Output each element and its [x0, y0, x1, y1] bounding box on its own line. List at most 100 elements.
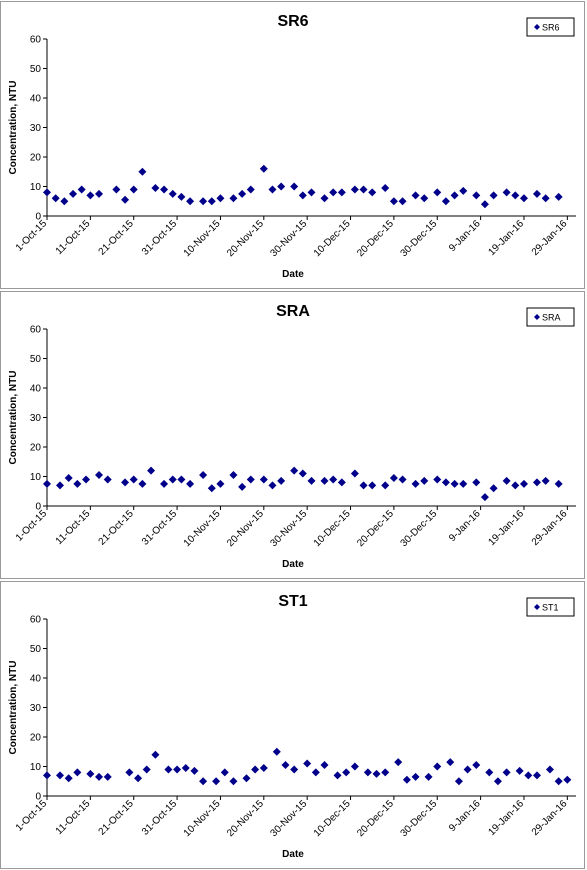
x-tick-label: 30-Dec-15 — [399, 218, 440, 259]
data-point — [207, 197, 216, 206]
data-point — [129, 185, 138, 194]
y-tick-label: 30 — [30, 703, 42, 714]
y-tick-label: 30 — [30, 413, 42, 424]
data-point — [359, 185, 368, 194]
data-point — [216, 194, 225, 203]
data-point — [541, 194, 550, 203]
data-point — [363, 768, 372, 777]
data-point — [147, 466, 156, 475]
legend-box — [526, 597, 575, 617]
x-tick-label: 9-Jan-16 — [447, 798, 483, 834]
data-point — [125, 768, 134, 777]
data-point — [359, 481, 368, 490]
data-point — [73, 479, 82, 488]
data-point — [433, 475, 442, 484]
x-tick-label: 19-Jan-16 — [486, 508, 526, 548]
data-point — [472, 191, 481, 200]
x-tick-label: 21-Oct-15 — [97, 508, 137, 548]
data-point — [77, 185, 86, 194]
x-tick-label: 30-Dec-15 — [399, 798, 440, 839]
data-point — [95, 772, 104, 781]
x-tick-label: 10-Nov-15 — [182, 508, 223, 549]
data-point — [420, 476, 429, 485]
data-point — [502, 476, 511, 485]
chart-svg-sra: SRA 0 10 20 30 40 50 60 1-Oct-15 11-Oct-15 21-Oct-… — [8, 303, 576, 570]
x-tick-label: 20-Dec-15 — [355, 218, 396, 259]
data-point — [307, 476, 316, 485]
data-point — [103, 475, 112, 484]
data-point — [424, 772, 433, 781]
data-point — [186, 479, 195, 488]
data-point — [450, 479, 459, 488]
data-point — [259, 763, 268, 772]
data-point — [268, 185, 277, 194]
data-point — [480, 493, 489, 502]
data-point — [398, 197, 407, 206]
data-point — [43, 771, 51, 780]
data-point — [307, 188, 316, 197]
data-point — [541, 476, 550, 485]
data-point — [554, 777, 563, 786]
x-tick-label: 10-Dec-15 — [312, 218, 353, 259]
x-tick-label: 20-Nov-15 — [225, 218, 266, 259]
x-tick-label: 29-Jan-16 — [530, 798, 570, 838]
data-point — [337, 478, 346, 487]
y-tick-label: 60 — [30, 615, 42, 626]
data-point — [411, 479, 420, 488]
data-point — [402, 775, 411, 784]
data-point — [311, 768, 320, 777]
data-point — [177, 475, 186, 484]
data-point — [173, 765, 182, 774]
data-point — [446, 758, 455, 767]
data-point — [333, 771, 342, 780]
data-point — [532, 189, 541, 198]
data-point — [394, 758, 403, 767]
y-tick-label: 30 — [30, 123, 42, 134]
x-tick-label: 20-Dec-15 — [355, 798, 396, 839]
x-axis-label: Date — [282, 849, 304, 860]
data-point — [56, 771, 65, 780]
y-tick-label: 20 — [30, 733, 42, 744]
data-point — [485, 768, 494, 777]
x-tick-label: 11-Oct-15 — [54, 508, 93, 547]
data-point — [524, 771, 533, 780]
data-point — [229, 471, 238, 480]
data-point — [472, 761, 481, 770]
y-tick-label: 10 — [30, 182, 42, 193]
y-tick-label: 50 — [30, 354, 42, 365]
data-point — [259, 164, 268, 173]
data-point — [259, 475, 268, 484]
data-point — [290, 765, 299, 774]
y-tick-label: 20 — [30, 153, 42, 164]
y-axis-label: Concentration, NTU — [8, 81, 19, 175]
x-tick-label: 30-Nov-15 — [268, 508, 309, 549]
y-tick-label: 50 — [30, 64, 42, 75]
data-point — [381, 183, 390, 192]
data-point — [181, 763, 190, 772]
data-point — [454, 777, 463, 786]
data-point — [43, 479, 51, 488]
x-tick-label: 20-Dec-15 — [355, 508, 396, 549]
data-point — [337, 188, 346, 197]
data-point — [160, 479, 169, 488]
y-axis-label: Concentration, NTU — [8, 661, 19, 755]
legend-marker — [534, 604, 540, 610]
y-tick-label: 60 — [30, 35, 42, 46]
data-point — [69, 189, 78, 198]
data-point — [511, 481, 520, 490]
chart-svg-st1: ST1 0 10 20 30 40 50 60 1-Oct-15 11-Oct-15 21-Oct-… — [8, 593, 576, 860]
data-point — [121, 478, 130, 487]
legend-box — [526, 17, 575, 37]
chart-title: SR6 — [277, 13, 308, 30]
data-point — [463, 765, 472, 774]
data-point — [134, 774, 143, 783]
data-point — [389, 473, 398, 482]
data-point — [532, 771, 541, 780]
data-point — [489, 484, 498, 493]
data-point — [212, 777, 221, 786]
data-point — [151, 183, 160, 192]
data-point — [411, 772, 420, 781]
x-tick-label: 30-Nov-15 — [268, 798, 309, 839]
data-point — [207, 484, 216, 493]
data-point — [350, 762, 359, 771]
